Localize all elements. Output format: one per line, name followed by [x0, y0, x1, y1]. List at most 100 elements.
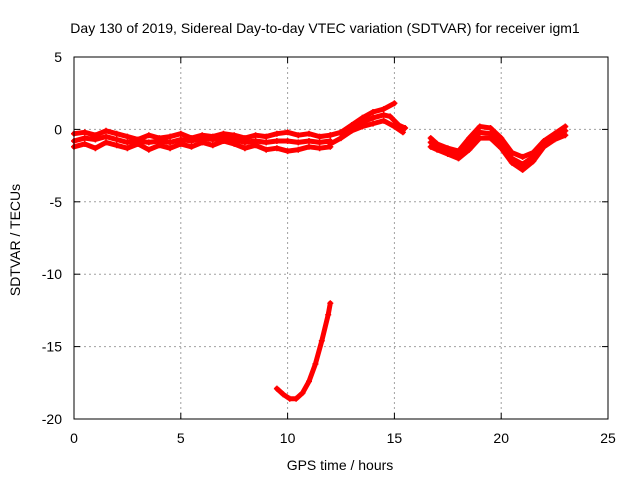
data-point [124, 139, 131, 146]
data-point [103, 127, 109, 134]
data-point [92, 145, 99, 152]
data-point [263, 139, 270, 146]
data-point [380, 117, 387, 124]
data-point [387, 113, 394, 120]
data-point [295, 146, 302, 153]
data-point [124, 133, 131, 140]
data-point [434, 143, 441, 150]
data-point [519, 166, 526, 173]
data-point [135, 138, 142, 144]
data-point [327, 140, 334, 147]
series-line-band-rise-lower [327, 118, 406, 147]
data-point [231, 136, 238, 143]
data-point [327, 132, 334, 139]
x-tick-label: 5 [177, 430, 185, 446]
data-point [498, 135, 505, 142]
data-point [103, 139, 109, 146]
chart-title: Day 130 of 2019, Sidereal Day-to-day VTE… [70, 20, 580, 36]
data-point [551, 133, 558, 140]
data-point [562, 127, 569, 134]
data-point [177, 130, 184, 137]
data-point [199, 135, 206, 142]
y-tick-label: 0 [54, 121, 62, 137]
data-point [498, 140, 505, 147]
x-tick-label: 15 [387, 430, 403, 446]
y-tick-label: -20 [42, 411, 62, 427]
data-point [167, 139, 174, 146]
data-point [380, 111, 387, 118]
plot-frame [73, 56, 609, 420]
data-point [316, 145, 323, 152]
data-point [220, 135, 227, 142]
data-point [284, 138, 291, 144]
data-point [156, 138, 163, 144]
data-point [124, 145, 131, 152]
data-point [209, 142, 216, 149]
data-point [427, 139, 434, 146]
data-point [530, 153, 537, 160]
data-point [280, 391, 287, 398]
data-point [306, 138, 312, 144]
x-tick-label: 0 [70, 430, 78, 446]
data-point [391, 100, 398, 107]
data-point [316, 139, 323, 146]
data-point [167, 145, 174, 152]
data-point [293, 395, 300, 402]
data-point [370, 109, 376, 115]
data-point [399, 129, 406, 136]
y-axis-title: SDTVAR / TECUs [7, 184, 23, 296]
data-point [519, 153, 526, 160]
data-point [312, 361, 319, 367]
data-point [241, 145, 248, 152]
data-point [188, 138, 195, 144]
data-point [338, 130, 344, 137]
data-point [81, 135, 88, 142]
data-point [325, 311, 332, 318]
data-point [476, 123, 483, 130]
data-point [370, 114, 376, 121]
data-point [284, 129, 291, 136]
data-point [306, 143, 312, 150]
data-point [177, 136, 184, 143]
data-point [316, 133, 323, 140]
data-point [380, 106, 387, 113]
data-point [273, 130, 280, 137]
series-line-arc [274, 300, 333, 402]
data-point [145, 132, 152, 139]
data-point [286, 395, 293, 402]
grid [74, 57, 608, 419]
ticks: 0 5 10 15 20 25 -20 -15 -10 -5 0 5 [42, 49, 616, 446]
data-point [348, 125, 355, 131]
data-point [241, 139, 248, 146]
data-point [81, 140, 88, 147]
series-line-band-rise-mid [338, 112, 408, 137]
data-point [455, 152, 462, 159]
data-point [167, 133, 174, 140]
data-point [508, 155, 515, 162]
y-tick-label: -10 [42, 266, 62, 282]
data-point [145, 139, 152, 146]
y-tick-label: -5 [50, 194, 63, 210]
data-point [391, 123, 398, 130]
data-point [273, 138, 280, 144]
y-tick-label: 5 [54, 49, 62, 65]
data-point [370, 120, 376, 127]
data-point [402, 125, 409, 131]
data-point [92, 136, 99, 143]
data-point [359, 119, 366, 126]
data-point [188, 143, 195, 150]
data-point [487, 130, 494, 137]
data-point [113, 142, 120, 149]
data-point [263, 133, 270, 140]
data-point [273, 145, 280, 152]
data-point [306, 130, 312, 137]
data-point [113, 136, 120, 143]
data-point [299, 389, 306, 396]
x-tick-label: 20 [493, 430, 509, 446]
data-point [487, 125, 494, 131]
data-point [252, 138, 259, 144]
data-point [145, 146, 152, 153]
data-series [71, 100, 569, 402]
data-point [318, 337, 325, 344]
